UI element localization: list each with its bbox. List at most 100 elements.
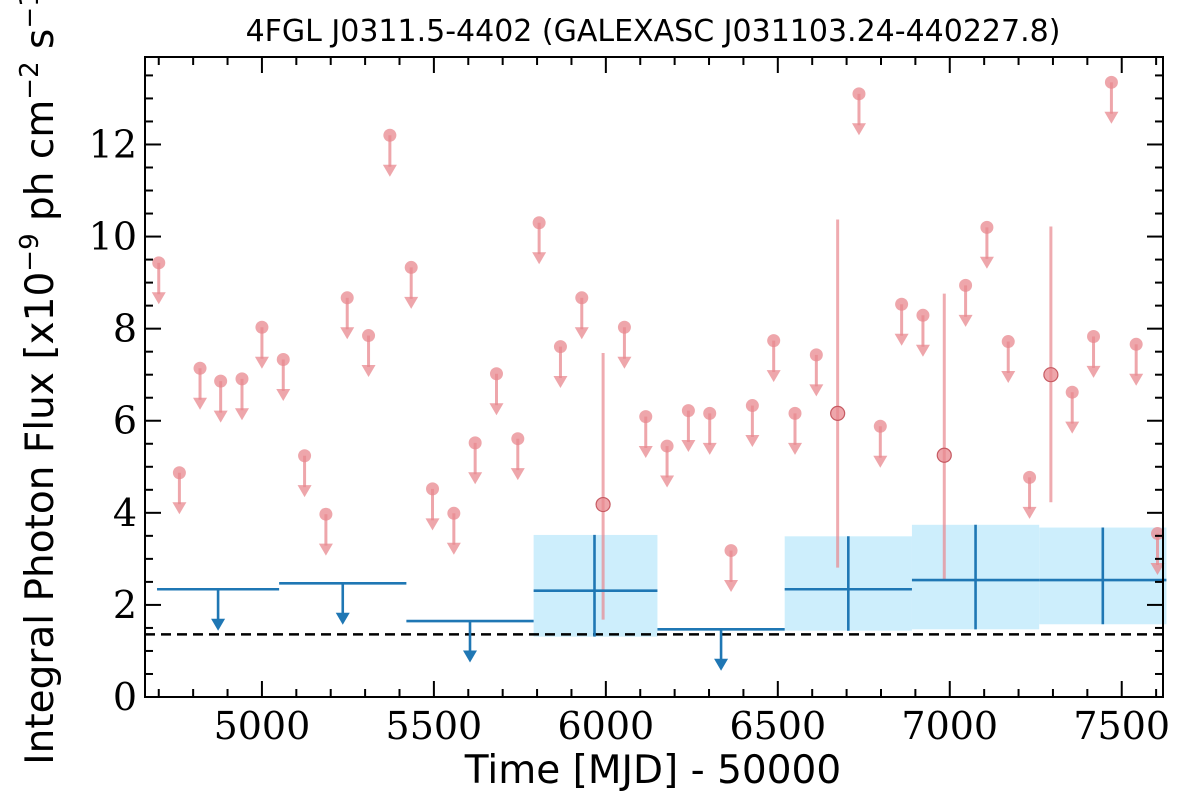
x-tick-label: 7500: [1073, 704, 1170, 748]
upper-limit-arrowhead: [510, 468, 525, 481]
data-point: [489, 367, 503, 381]
upper-limit-marker: [915, 308, 930, 357]
upper-limit-arrowhead: [211, 618, 226, 631]
upper-limit-marker: [532, 216, 547, 265]
data-point: [383, 128, 397, 142]
upper-limit-marker: [638, 410, 653, 459]
data-point: [724, 544, 738, 558]
y-axis-label-exponent-2: −2: [15, 61, 45, 99]
data-point: [426, 482, 440, 496]
upper-limit-marker: [1104, 75, 1119, 124]
y-tick-label: 8: [113, 307, 137, 351]
data-point: [319, 507, 333, 521]
data-point: [980, 220, 994, 234]
upper-limit-arrowhead: [489, 403, 504, 416]
data-point: [1001, 335, 1015, 349]
data-point: [575, 291, 589, 305]
data-point: [214, 374, 228, 388]
y-tick-label: 4: [113, 491, 137, 535]
upper-limit-arrowhead: [809, 384, 824, 397]
upper-limit-arrowhead: [425, 518, 440, 531]
x-tick-label: 7000: [901, 704, 998, 748]
upper-limit-marker: [1129, 337, 1144, 386]
data-point: [936, 447, 952, 463]
upper-limit-marker: [553, 340, 568, 389]
upper-limit-arrowhead: [361, 365, 376, 377]
upper-limit-arrowhead: [958, 314, 973, 327]
data-point: [532, 216, 546, 230]
data-point: [447, 506, 461, 520]
upper-limit-arrowhead: [318, 543, 333, 556]
y-axis-label-exponent-1: −9: [15, 233, 45, 271]
data-point: [298, 449, 312, 463]
upper-limit-arrowhead: [851, 123, 866, 136]
data-point: [1065, 385, 1079, 399]
upper-limit-marker: [510, 432, 525, 481]
data-point: [1129, 337, 1143, 351]
upper-limit-arrowhead: [553, 376, 568, 389]
long-bin-detection: [784, 536, 912, 631]
upper-limit-arrowhead: [915, 344, 930, 357]
data-point: [1087, 329, 1101, 343]
upper-limit-arrowhead: [1129, 373, 1144, 386]
upper-limit-marker: [766, 334, 781, 383]
data-point: [788, 406, 802, 420]
data-point: [1104, 75, 1118, 89]
data-point: [617, 320, 631, 334]
data-point: [152, 256, 166, 270]
data-point: [1043, 367, 1059, 383]
upper-limit-marker: [404, 260, 419, 309]
data-point: [235, 372, 249, 386]
upper-limit-arrowhead: [297, 485, 312, 498]
upper-limit-marker: [1001, 335, 1016, 383]
upper-limit-arrowhead: [193, 397, 208, 410]
long-bin-upper-limit: [406, 619, 534, 663]
data-point: [193, 361, 207, 375]
upper-limit-marker: [213, 374, 228, 423]
upper-limit-marker: [446, 506, 461, 555]
upper-limit-marker: [276, 353, 291, 401]
data-point: [660, 439, 674, 453]
upper-limit-arrowhead: [254, 356, 269, 369]
upper-limit-marker: [574, 291, 589, 340]
upper-limit-marker: [318, 507, 333, 556]
upper-limit-marker: [1086, 329, 1101, 378]
upper-limit-marker: [809, 348, 824, 397]
upper-limit-marker: [489, 367, 504, 416]
data-point: [340, 291, 354, 305]
upper-limit-marker: [234, 372, 249, 421]
data-point: [468, 436, 482, 450]
upper-limit-arrowhead: [681, 440, 696, 453]
upper-limit-arrowhead: [724, 580, 739, 593]
upper-limit-marker: [979, 220, 994, 269]
upper-limit-arrowhead: [335, 612, 350, 625]
upper-limit-marker: [382, 128, 397, 177]
y-tick-label: 6: [113, 399, 137, 443]
detection-marker: [830, 219, 846, 568]
upper-limit-arrowhead: [714, 658, 729, 671]
upper-limit-arrowhead: [788, 442, 803, 455]
data-point: [404, 260, 418, 274]
long-bin-upper-limit: [157, 587, 280, 631]
upper-limit-arrowhead: [1022, 506, 1037, 519]
upper-limit-arrowhead: [463, 650, 478, 663]
upper-limit-marker: [254, 320, 269, 369]
upper-limit-arrowhead: [702, 442, 717, 455]
data-point: [276, 353, 290, 367]
plot-frame: [144, 56, 1164, 698]
data-point: [916, 308, 930, 322]
upper-limit-marker: [1065, 385, 1080, 434]
upper-limit-marker: [724, 544, 739, 593]
upper-limit-arrowhead: [468, 472, 483, 485]
upper-limit-marker: [873, 419, 888, 468]
upper-limit-arrowhead: [617, 356, 632, 369]
data-point: [1023, 470, 1037, 484]
upper-limit-marker: [468, 436, 483, 485]
upper-limit-marker: [702, 406, 717, 455]
upper-limit-arrowhead: [1001, 370, 1016, 383]
upper-limit-marker: [851, 87, 866, 136]
upper-limit-marker: [361, 329, 376, 377]
data-point: [511, 432, 525, 446]
long-bin-detection: [1039, 527, 1167, 625]
long-bin-upper-limit: [279, 581, 407, 625]
